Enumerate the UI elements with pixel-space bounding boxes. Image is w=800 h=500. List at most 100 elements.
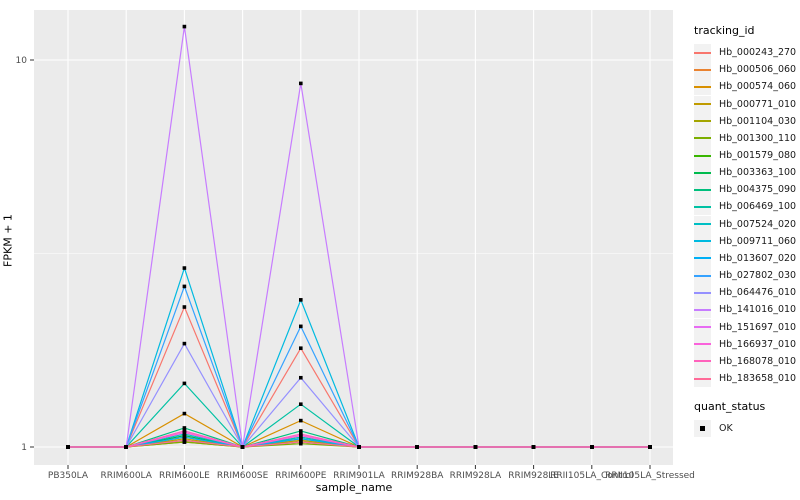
line-swatch-icon <box>694 154 711 157</box>
legend-key-line-swatch <box>694 181 711 199</box>
data-point-Hb_000574_060 <box>182 411 187 416</box>
legend-item-label: Hb_001104_030 <box>719 115 797 127</box>
x-tick-label: RRII105LA_Control <box>550 471 633 481</box>
x-tick-label: RRIM600PE <box>275 471 327 481</box>
data-point-Hb_183658_010 <box>648 445 652 449</box>
legend-item-Hb_006469_100: Hb_006469_100 <box>694 198 798 216</box>
legend-key-line-swatch <box>694 147 711 165</box>
line-swatch-icon <box>694 188 711 191</box>
y-tick-label: 1 <box>21 443 27 453</box>
x-tick-label: RRIM600LA <box>100 471 152 481</box>
legend-item-label: Hb_027802_030 <box>719 270 797 282</box>
legend-title-tracking-id: tracking_id <box>694 24 755 37</box>
legend-key-line-swatch <box>694 267 711 285</box>
x-tick-label: RRII105LA_Stressed <box>605 471 695 481</box>
legend-key-line-swatch <box>694 129 711 147</box>
legend-item-Hb_000506_060: Hb_000506_060 <box>694 61 798 79</box>
legend-item-Hb_001579_080: Hb_001579_080 <box>694 147 798 165</box>
legend-item-Hb_000243_270: Hb_000243_270 <box>694 44 798 62</box>
line-swatch-icon <box>694 51 711 54</box>
legend-item-label: Hb_001579_080 <box>719 150 797 162</box>
legend-item-label: Hb_000243_270 <box>719 47 797 59</box>
legend-item-label: OK <box>719 423 733 435</box>
x-tick-label: RRIM600LE <box>159 471 210 481</box>
x-tick-label: RRIM928BA <box>391 471 444 481</box>
line-swatch-icon <box>694 171 711 174</box>
legend-quant-items: OK <box>694 420 798 438</box>
data-point-Hb_000243_270 <box>182 305 187 309</box>
x-tick-label: RRIM928LA <box>450 471 502 481</box>
legend-key-line-swatch <box>694 112 711 130</box>
legend-key-point-swatch <box>694 420 711 438</box>
legend-key-line-swatch <box>694 232 711 250</box>
legend-key-line-swatch <box>694 198 711 216</box>
legend-item-Hb_027802_030: Hb_027802_030 <box>694 267 798 285</box>
legend-key-line-swatch <box>694 301 711 319</box>
square-point-icon <box>700 426 705 432</box>
data-point-Hb_168078_010 <box>299 432 303 436</box>
data-point-Hb_183658_010 <box>299 440 303 444</box>
data-point-Hb_141016_010 <box>299 81 303 86</box>
legend-item-label: Hb_183658_010 <box>719 373 797 385</box>
panel-background <box>34 10 673 465</box>
data-point-Hb_027802_030 <box>299 324 303 329</box>
legend-item-Hb_183658_010: Hb_183658_010 <box>694 370 798 388</box>
x-tick-label: RRIM901LA <box>333 471 385 481</box>
legend-item-Hb_168078_010: Hb_168078_010 <box>694 352 798 370</box>
legend-item-Hb_013607_020: Hb_013607_020 <box>694 249 798 267</box>
data-point-Hb_183658_010 <box>66 445 70 449</box>
data-point-Hb_183658_010 <box>124 445 128 449</box>
legend-key-line-swatch <box>694 61 711 79</box>
legend: tracking_id Hb_000243_270 Hb_000506_060 Hb… <box>694 24 798 438</box>
legend-tracking-items: Hb_000243_270 Hb_000506_060 Hb_000574_060 H… <box>694 44 798 388</box>
legend-item-label: Hb_168078_010 <box>719 355 797 367</box>
legend-item-label: Hb_003363_100 <box>719 167 797 179</box>
line-swatch-icon <box>694 85 711 88</box>
line-swatch-icon <box>694 223 711 226</box>
line-swatch-icon <box>694 240 711 243</box>
line-swatch-icon <box>694 103 711 106</box>
legend-item-label: Hb_141016_010 <box>719 304 797 316</box>
legend-item-label: Hb_006469_100 <box>719 201 797 213</box>
legend-item-Hb_001104_030: Hb_001104_030 <box>694 112 798 130</box>
legend-item-Hb_009711_060: Hb_009711_060 <box>694 232 798 250</box>
data-point-Hb_183658_010 <box>531 445 536 449</box>
legend-item-label: Hb_001300_110 <box>719 132 797 144</box>
x-tick-label: PB350LA <box>48 471 89 481</box>
legend-item-Hb_141016_010: Hb_141016_010 <box>694 301 798 319</box>
legend-item-Hb_003363_100: Hb_003363_100 <box>694 164 798 182</box>
line-swatch-icon <box>694 291 711 294</box>
legend-key-line-swatch <box>694 249 711 267</box>
data-point-Hb_183658_010 <box>357 445 361 449</box>
data-point-Hb_004375_090 <box>299 429 303 433</box>
data-point-Hb_064476_010 <box>182 341 187 346</box>
data-point-Hb_006469_100 <box>299 402 303 407</box>
line-swatch-icon <box>694 377 711 380</box>
data-point-Hb_009711_060 <box>299 298 303 302</box>
legend-quant-block: quant_status OK <box>694 400 798 438</box>
legend-item-label: Hb_009711_060 <box>719 235 797 247</box>
data-point-Hb_004375_090 <box>182 426 187 430</box>
legend-key-line-swatch <box>694 44 711 62</box>
legend-item-label: Hb_000506_060 <box>719 64 797 76</box>
line-swatch-icon <box>694 205 711 208</box>
legend-item-Hb_064476_010: Hb_064476_010 <box>694 284 798 302</box>
legend-item-label: Hb_007524_020 <box>719 218 797 230</box>
legend-item-Hb_004375_090: Hb_004375_090 <box>694 181 798 199</box>
data-point-Hb_183658_010 <box>590 445 594 449</box>
line-swatch-icon <box>694 120 711 123</box>
data-point-Hb_141016_010 <box>182 24 187 29</box>
line-swatch-icon <box>694 360 711 363</box>
line-swatch-icon <box>694 274 711 277</box>
legend-title-quant-status: quant_status <box>694 400 766 414</box>
data-point-Hb_183658_010 <box>182 438 187 443</box>
legend-item-Hb_001300_110: Hb_001300_110 <box>694 129 798 147</box>
legend-key-line-swatch <box>694 352 711 370</box>
line-swatch-icon <box>694 137 711 140</box>
legend-key-line-swatch <box>694 335 711 353</box>
data-point-Hb_013607_020 <box>299 436 303 441</box>
legend-item-label: Hb_000574_060 <box>719 81 797 93</box>
legend-item-quant-OK: OK <box>694 420 798 438</box>
